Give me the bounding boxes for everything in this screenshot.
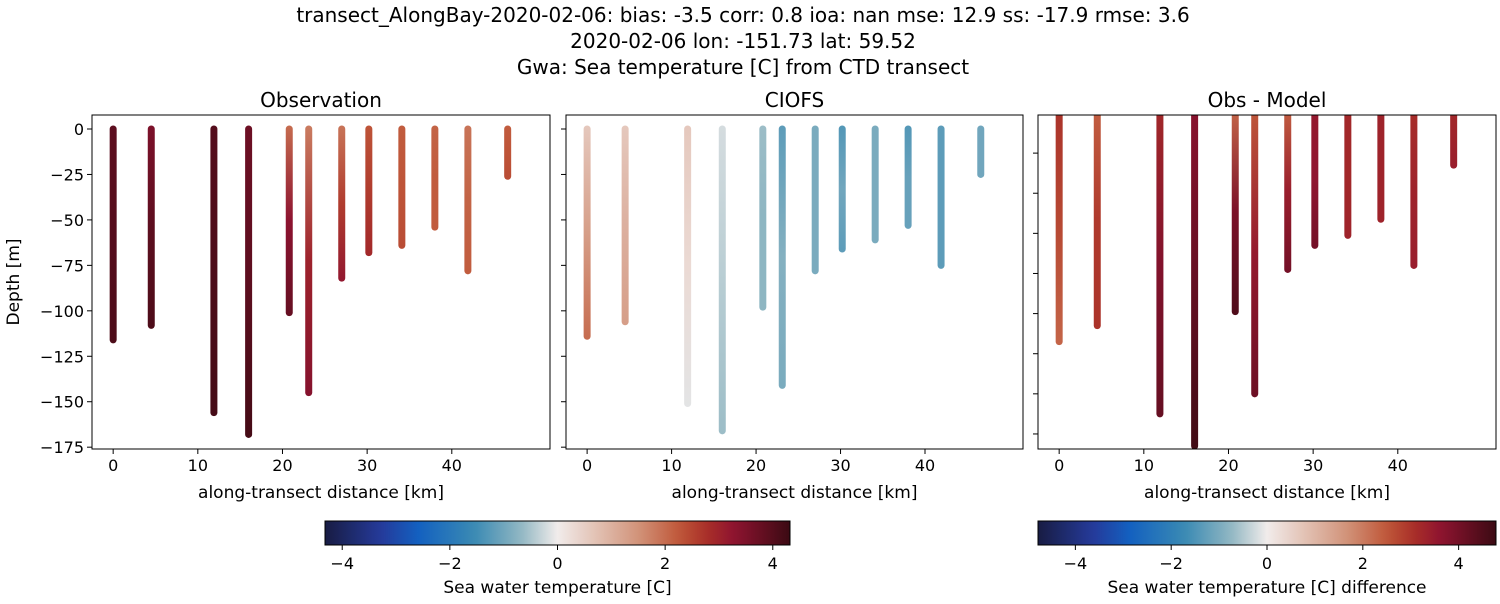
station-profile	[621, 125, 629, 326]
colorbar-tick-label: 4	[1454, 554, 1464, 573]
colorbar-gradient	[1037, 520, 1497, 546]
station-profile	[1344, 115, 1352, 239]
y-tick-label: −50	[50, 211, 84, 230]
station-profile	[811, 125, 819, 275]
colorbar-tick-label: 2	[1358, 554, 1368, 573]
y-tick-label: −175	[40, 438, 84, 457]
panel-title: CIOFS	[765, 88, 824, 112]
colorbar-tick-label: −2	[1159, 554, 1183, 573]
station-profile	[759, 125, 767, 311]
station-profile	[977, 125, 985, 178]
station-profile	[1055, 115, 1063, 346]
x-axis-label: along-transect distance [km]	[1144, 483, 1390, 503]
x-tick-label: 40	[915, 456, 935, 475]
colorbar-tick-label: 2	[660, 554, 670, 573]
x-tick-label: 10	[661, 456, 681, 475]
colorbar-gradient	[324, 520, 791, 546]
station-profile	[1251, 115, 1259, 398]
colorbar-tick-label: −4	[1064, 554, 1088, 573]
station-profile	[365, 125, 373, 257]
axes-frame	[565, 114, 1024, 450]
y-axis-label: Depth [m]	[4, 238, 24, 325]
station-profile	[305, 125, 313, 397]
colorbar-2: −4 −2 0 2 4 Sea water temperature [C] differe…	[1037, 520, 1497, 598]
x-tick-label: 30	[357, 456, 377, 475]
profile-marks	[109, 125, 512, 438]
x-tick-label: 0	[1054, 456, 1064, 475]
station-profile	[684, 125, 692, 408]
station-profile	[937, 125, 945, 269]
station-profile	[338, 125, 346, 282]
y-tick-label: −25	[50, 165, 84, 184]
station-profile	[109, 125, 117, 344]
x-tick-label: 20	[1218, 456, 1238, 475]
x-axis-label: along-transect distance [km]	[198, 483, 444, 503]
x-tick-label: 10	[1134, 456, 1154, 475]
colorbar-tick-label: 4	[768, 554, 778, 573]
suptitle-line-2: 2020-02-06 lon: -151.73 lat: 59.52	[570, 29, 916, 53]
station-profile	[1156, 115, 1164, 418]
panel-obs-model: Obs - Model 0 10 20 30 40 along-transect dista…	[1033, 88, 1497, 503]
suptitle-line-1: transect_AlongBay-2020-02-06: bias: -3.5…	[296, 3, 1189, 27]
station-profile	[147, 125, 155, 329]
panel-title: Observation	[260, 88, 382, 112]
profile-marks	[1055, 115, 1458, 449]
station-profile	[1410, 115, 1418, 269]
colorbar-tick-label: 0	[552, 554, 562, 573]
colorbar-tick-label: 0	[1262, 554, 1272, 573]
colorbar-label: Sea water temperature [C] difference	[1107, 578, 1426, 598]
x-tick-label: 10	[188, 456, 208, 475]
colorbar-1: −4 −2 0 2 4 Sea water temperature [C]	[324, 520, 791, 598]
colorbar-tick-label: −4	[330, 554, 354, 573]
station-profile	[838, 125, 846, 253]
x-tick-label: 40	[1388, 456, 1408, 475]
x-tick-label: 30	[1303, 456, 1323, 475]
panel-observation: Observation 0 10 20 30 40 along-transect dista…	[4, 88, 551, 503]
y-tick-label: −75	[50, 256, 84, 275]
station-profile	[871, 125, 879, 244]
station-profile	[904, 125, 912, 229]
x-tick-label: 40	[442, 456, 462, 475]
station-profile	[504, 125, 512, 180]
station-profile	[464, 125, 472, 275]
station-profile	[1450, 115, 1458, 169]
y-tick-label: −150	[40, 393, 84, 412]
x-tick-label: 20	[746, 456, 766, 475]
station-profile	[1231, 115, 1239, 316]
axes-frame	[91, 114, 551, 450]
station-profile	[431, 125, 439, 231]
colorbar-label: Sea water temperature [C]	[443, 578, 671, 598]
station-profile	[1191, 115, 1199, 449]
axes-frame	[1037, 114, 1497, 450]
station-profile	[718, 125, 726, 435]
station-profile	[210, 125, 218, 417]
x-tick-label: 20	[272, 456, 292, 475]
y-tick-label: −100	[40, 302, 84, 321]
station-profile	[1093, 115, 1101, 330]
station-profile	[398, 125, 406, 249]
x-tick-label: 0	[582, 456, 592, 475]
station-profile	[245, 125, 253, 438]
x-tick-label: 0	[108, 456, 118, 475]
station-profile	[1311, 115, 1319, 249]
colorbar-tick-label: −2	[438, 554, 462, 573]
y-tick-label: −125	[40, 347, 84, 366]
panel-ciofs: CIOFS 0 10 20 30 40 along-transect distance [k…	[561, 88, 1024, 503]
y-tick-label: 0	[74, 120, 84, 139]
x-axis-label: along-transect distance [km]	[672, 483, 918, 503]
panel-title: Obs - Model	[1208, 88, 1327, 112]
profile-marks	[583, 125, 985, 435]
suptitle-line-3: Gwa: Sea temperature [C] from CTD transe…	[517, 55, 969, 79]
station-profile	[285, 125, 293, 317]
station-profile	[583, 125, 591, 340]
station-profile	[1284, 115, 1292, 273]
station-profile	[778, 125, 786, 389]
x-tick-label: 30	[830, 456, 850, 475]
station-profile	[1377, 115, 1385, 223]
